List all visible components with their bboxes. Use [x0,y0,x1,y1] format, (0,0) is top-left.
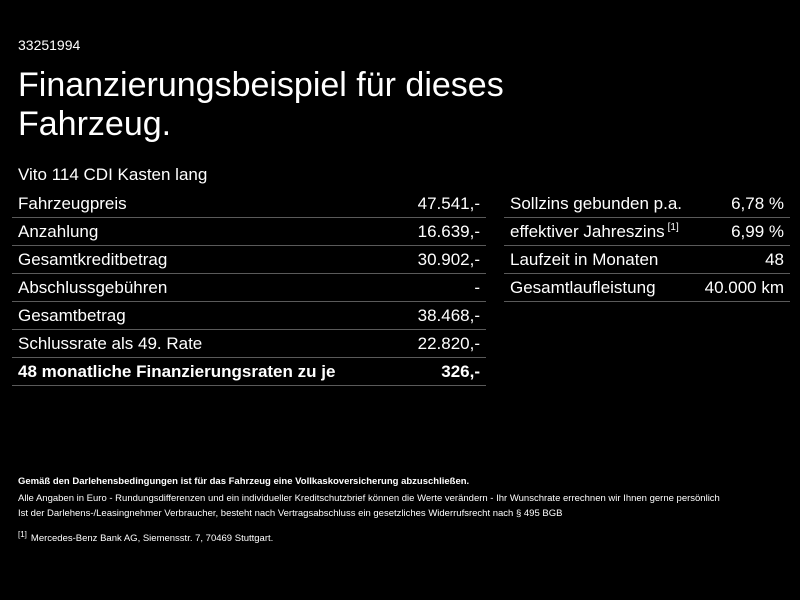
reference-number: 33251994 [18,37,81,53]
row-label-text: Gesamtbetrag [18,305,126,325]
table-row: Abschlussgebühren - [12,274,486,302]
row-label-text: Abschlussgebühren [18,277,168,297]
table-row: 48 monatliche Finanzierungsraten zu je 32… [12,358,486,386]
row-value: 40.000 km [704,277,784,297]
table-row: Gesamtbetrag 38.468,- [12,302,486,330]
interest-table: Sollzins gebunden p.a. 6,78 % effektiver J… [504,190,790,302]
row-value: 48 [765,249,784,269]
footnote-ref: [1] [667,221,679,233]
row-label-text: Gesamtlaufleistung [510,277,656,297]
row-label-text: effektiver Jahreszins [510,221,665,241]
page-title: Finanzierungsbeispiel für dieses Fahrzeu… [18,66,504,143]
row-value: 30.902,- [417,249,480,269]
row-value: - [474,277,480,297]
row-label-text: Anzahlung [18,221,99,241]
row-label: Schlussrate als 49. Rate [18,334,202,354]
financing-table: Fahrzeugpreis 47.541,- Anzahlung 16.639,- Ge… [12,190,486,386]
row-label-text: Gesamtkreditbetrag [18,249,168,269]
footnote-text: Mercedes-Benz Bank AG, Siemensstr. 7, 70… [30,533,274,545]
table-row: effektiver Jahreszins [1] 6,99 % [504,218,790,246]
footnote-marker: [1] [18,530,27,539]
row-label-text: Fahrzeugpreis [18,193,127,213]
row-label: Gesamtlaufleistung [510,278,656,298]
row-label: 48 monatliche Finanzierungsraten zu je [18,362,335,382]
row-value: 16.639,- [417,221,480,241]
row-value: 47.541,- [417,193,480,213]
row-label-text: Laufzeit in Monaten [510,249,659,269]
table-row: Laufzeit in Monaten 48 [504,246,790,274]
row-label: Abschlussgebühren [18,278,167,298]
row-label: Gesamtkreditbetrag [18,250,167,270]
row-label-text: Sollzins gebunden p.a. [510,193,683,213]
row-value: 326,- [441,361,480,381]
row-label: Sollzins gebunden p.a. [510,194,682,214]
row-label: effektiver Jahreszins [1] [510,222,679,242]
disclaimer-line-1: Alle Angaben in Euro - Rundungsdifferenz… [18,493,720,504]
table-row: Fahrzeugpreis 47.541,- [12,190,486,218]
row-label: Laufzeit in Monaten [510,250,658,270]
table-row: Sollzins gebunden p.a. 6,78 % [504,190,790,218]
row-value: 6,78 % [731,193,784,213]
row-label: Fahrzeugpreis [18,194,127,214]
row-label-text: Schlussrate als 49. Rate [18,333,203,353]
legal-notes: Gemäß den Darlehensbedingungen ist für d… [18,474,788,546]
row-label: Gesamtbetrag [18,306,126,326]
table-row: Gesamtkreditbetrag 30.902,- [12,246,486,274]
row-value: 22.820,- [417,333,480,353]
table-row: Gesamtlaufleistung 40.000 km [504,274,790,302]
vehicle-model: Vito 114 CDI Kasten lang [18,165,208,184]
row-label: Anzahlung [18,222,98,242]
row-value: 6,99 % [731,221,784,241]
row-value: 38.468,- [417,305,480,325]
row-label-text: 48 monatliche Finanzierungsraten zu je [18,361,336,381]
table-row: Anzahlung 16.639,- [12,218,486,246]
insurance-note: Gemäß den Darlehensbedingungen ist für d… [18,476,470,487]
disclaimer-line-2: Ist der Darlehens-/Leasingnehmer Verbrau… [18,508,563,519]
table-row: Schlussrate als 49. Rate 22.820,- [12,330,486,358]
footnote: [1] Mercedes-Benz Bank AG, Siemensstr. 7,… [18,527,788,546]
